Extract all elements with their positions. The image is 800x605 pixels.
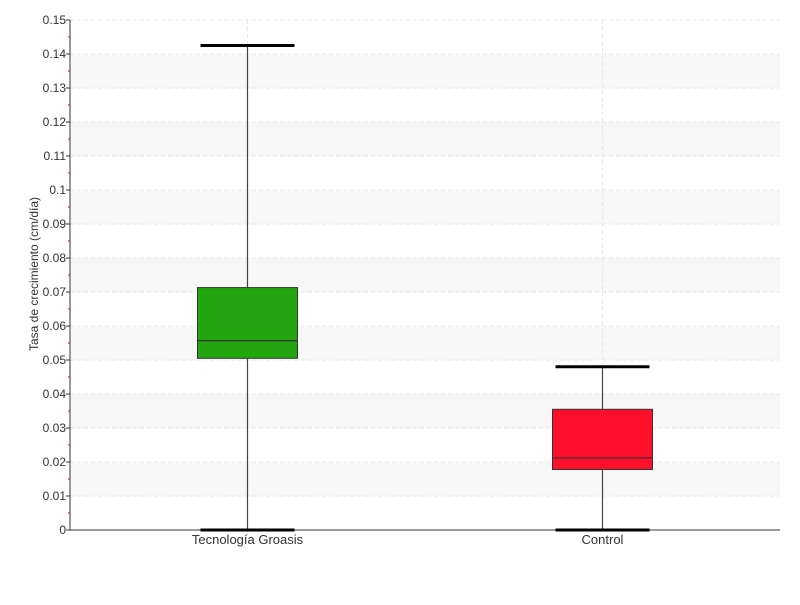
- y-tick-label: 0.05: [43, 353, 67, 367]
- y-tick-label: 0.02: [43, 455, 67, 469]
- y-tick-label: 0.06: [43, 319, 67, 333]
- y-tick-label: 0.12: [43, 115, 67, 129]
- box-iqr: [197, 287, 298, 359]
- y-tick-label: 0.07: [43, 285, 67, 299]
- y-tick-label: 0.1: [49, 183, 66, 197]
- grid-band: [71, 462, 780, 496]
- y-tick-label: 0.13: [43, 81, 67, 95]
- y-tick-label: 0.15: [43, 13, 67, 27]
- y-tick-label: 0.14: [43, 47, 67, 61]
- grid-band: [71, 54, 780, 88]
- grid-band: [71, 190, 780, 224]
- y-tick-label: 0.01: [43, 489, 67, 503]
- boxes: [197, 44, 653, 532]
- grid-bands: [71, 54, 780, 496]
- x-tick-labels: Tecnología Groasis Control: [192, 532, 624, 547]
- y-tick-label: 0.08: [43, 251, 67, 265]
- box-iqr: [552, 408, 653, 470]
- y-ticks: 0 0.01 0.02 0.03 0.04 0.05 0.06 0.07 0.08 0.09 0.1…: [43, 13, 70, 537]
- y-tick-label: 0.11: [44, 149, 67, 163]
- grid-band: [71, 394, 780, 428]
- y-tick-label: 0: [59, 523, 66, 537]
- grid-band: [71, 258, 780, 292]
- x-tick-label: Control: [582, 532, 624, 547]
- y-tick-label: 0.04: [43, 387, 67, 401]
- y-tick-label: 0.03: [43, 421, 67, 435]
- grid-band: [71, 326, 780, 360]
- y-axis-title: Tasa de crecimiento (cm/día): [27, 197, 41, 351]
- x-tick-label: Tecnología Groasis: [192, 532, 304, 547]
- grid-band: [71, 122, 780, 156]
- y-tick-label: 0.09: [43, 217, 67, 231]
